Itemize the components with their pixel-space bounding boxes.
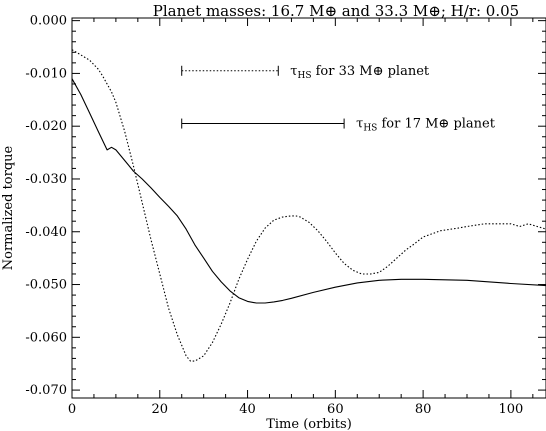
x-tick-label: 40	[239, 402, 256, 417]
series-line-dotted	[71, 49, 546, 362]
series-line-solid	[71, 78, 546, 304]
y-tick-label: -0.030	[25, 172, 67, 187]
plot-frame	[71, 17, 546, 399]
axis-ticks: 0 20 40 60 80 100 0.000 -0.010 -0.020 -0.030 -0.04…	[25, 14, 546, 417]
x-tick-label: 60	[327, 402, 344, 417]
y-tick-label: 0.000	[30, 14, 67, 29]
series-group	[71, 49, 546, 362]
y-axis-title: Normalized torque	[1, 145, 16, 270]
y-tick-label: -0.010	[25, 66, 67, 81]
x-tick-label: 80	[415, 402, 432, 417]
x-tick-label: 0	[68, 402, 76, 417]
y-tick-label: -0.020	[25, 119, 67, 134]
chart-title: Planet masses: 16.7 M⊕ and 33.3 M⊕; H/r:…	[153, 2, 519, 20]
x-tick-label: 100	[498, 402, 523, 417]
timescale-label: τHS for 17 M⊕ planet	[356, 117, 496, 134]
y-tick-label: -0.050	[25, 278, 67, 293]
x-tick-label: 20	[152, 402, 169, 417]
y-tick-label: -0.060	[25, 330, 67, 345]
timescale-label: τHS for 33 M⊕ planet	[290, 64, 430, 81]
annotation-group: τHS for 33 M⊕ planet τHS for 17 M⊕ planet	[181, 64, 496, 134]
y-tick-label: -0.040	[25, 225, 67, 240]
y-tick-label: -0.070	[25, 383, 67, 398]
x-axis-title: Time (orbits)	[266, 417, 352, 431]
